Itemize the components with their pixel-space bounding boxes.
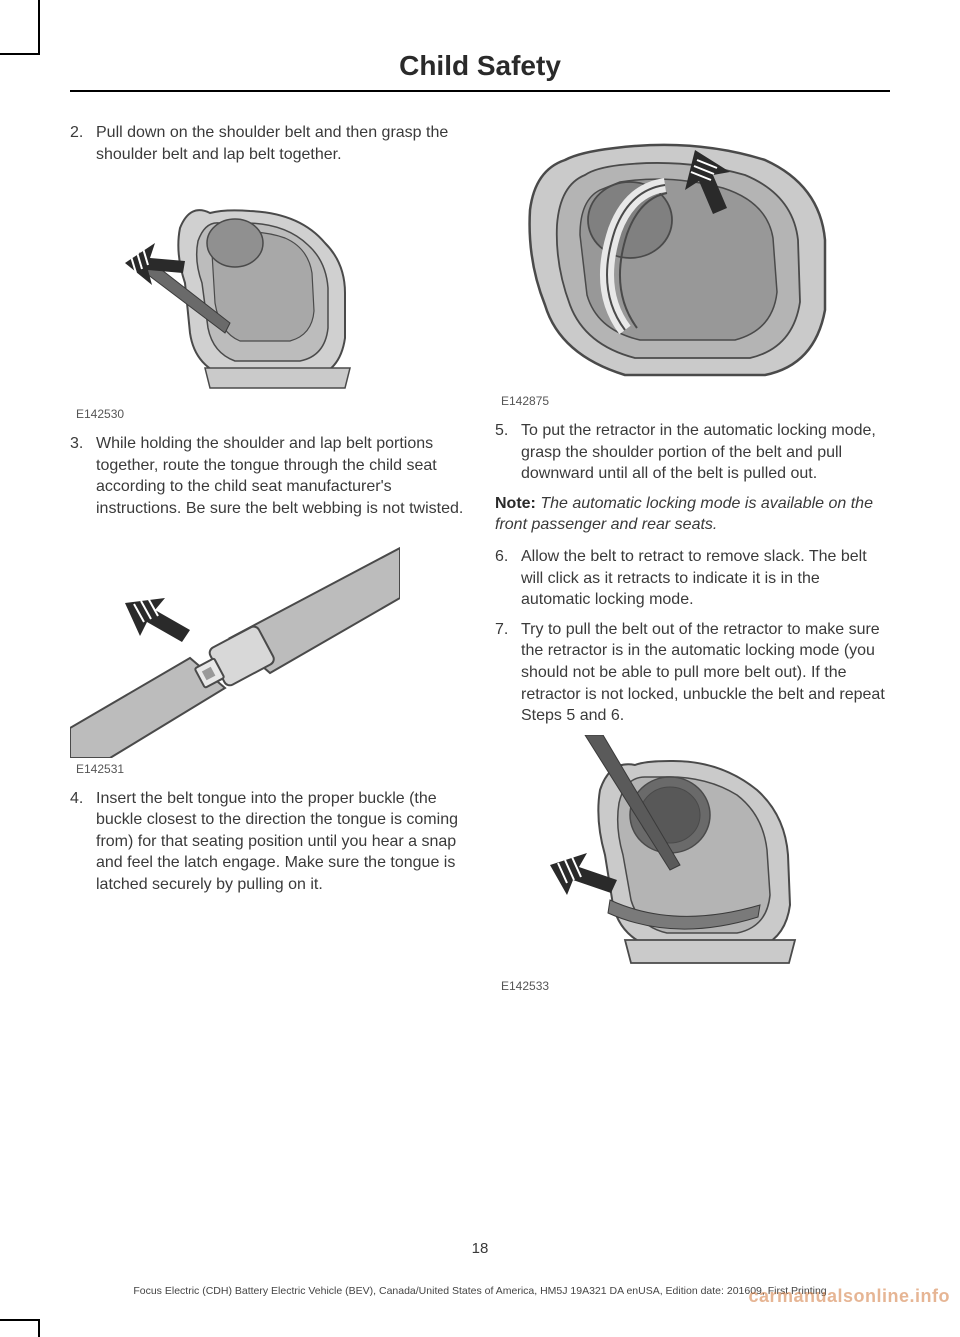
step-4: 4. Insert the belt tongue into the prope…	[70, 788, 465, 896]
step-6: 6. Allow the belt to retract to remove s…	[495, 546, 890, 611]
step-7: 7. Try to pull the belt out of the retra…	[495, 619, 890, 727]
figure-belt-tongue	[70, 528, 465, 758]
step-5: 5. To put the retractor in the automatic…	[495, 420, 890, 485]
page-header: Child Safety	[70, 50, 890, 92]
step-text: Pull down on the shoulder belt and then …	[96, 122, 465, 165]
seat-illustration-icon	[70, 173, 380, 403]
step-number: 7.	[495, 619, 521, 727]
step-text: Allow the belt to retract to remove slac…	[521, 546, 890, 611]
step-text: Try to pull the belt out of the retracto…	[521, 619, 890, 727]
belt-tongue-illustration-icon	[70, 528, 400, 758]
content-columns: 2. Pull down on the shoulder belt and th…	[70, 122, 890, 1005]
step-number: 3.	[70, 433, 96, 519]
note-text: The automatic locking mode is available …	[495, 495, 873, 534]
figure-label: E142530	[76, 407, 465, 421]
figure-label: E142531	[76, 762, 465, 776]
figure-label: E142875	[501, 394, 890, 408]
step-number: 4.	[70, 788, 96, 896]
figure-retractor-pull	[495, 130, 890, 390]
right-column: E142875 5. To put the retractor in the a…	[495, 122, 890, 1005]
page-title: Child Safety	[70, 50, 890, 82]
page-container: Child Safety 2. Pull down on the shoulde…	[0, 0, 960, 1337]
step-text: While holding the shoulder and lap belt …	[96, 433, 465, 519]
retractor-illustration-icon	[495, 130, 845, 390]
note-label: Note:	[495, 495, 536, 512]
step-number: 5.	[495, 420, 521, 485]
figure-label: E142533	[501, 979, 890, 993]
step-number: 2.	[70, 122, 96, 165]
page-number: 18	[0, 1240, 960, 1257]
figure-seat-installed	[495, 735, 890, 975]
step-number: 6.	[495, 546, 521, 611]
step-3: 3. While holding the shoulder and lap be…	[70, 433, 465, 519]
left-column: 2. Pull down on the shoulder belt and th…	[70, 122, 465, 1005]
step-text: Insert the belt tongue into the proper b…	[96, 788, 465, 896]
watermark: carmanualsonline.info	[748, 1286, 950, 1307]
step-2: 2. Pull down on the shoulder belt and th…	[70, 122, 465, 165]
seat-installed-illustration-icon	[495, 735, 825, 975]
arrow-icon	[125, 598, 190, 642]
step-text: To put the retractor in the automatic lo…	[521, 420, 890, 485]
figure-seat-belt-grasp	[70, 173, 465, 403]
note-block: Note: The automatic locking mode is avai…	[495, 493, 890, 536]
